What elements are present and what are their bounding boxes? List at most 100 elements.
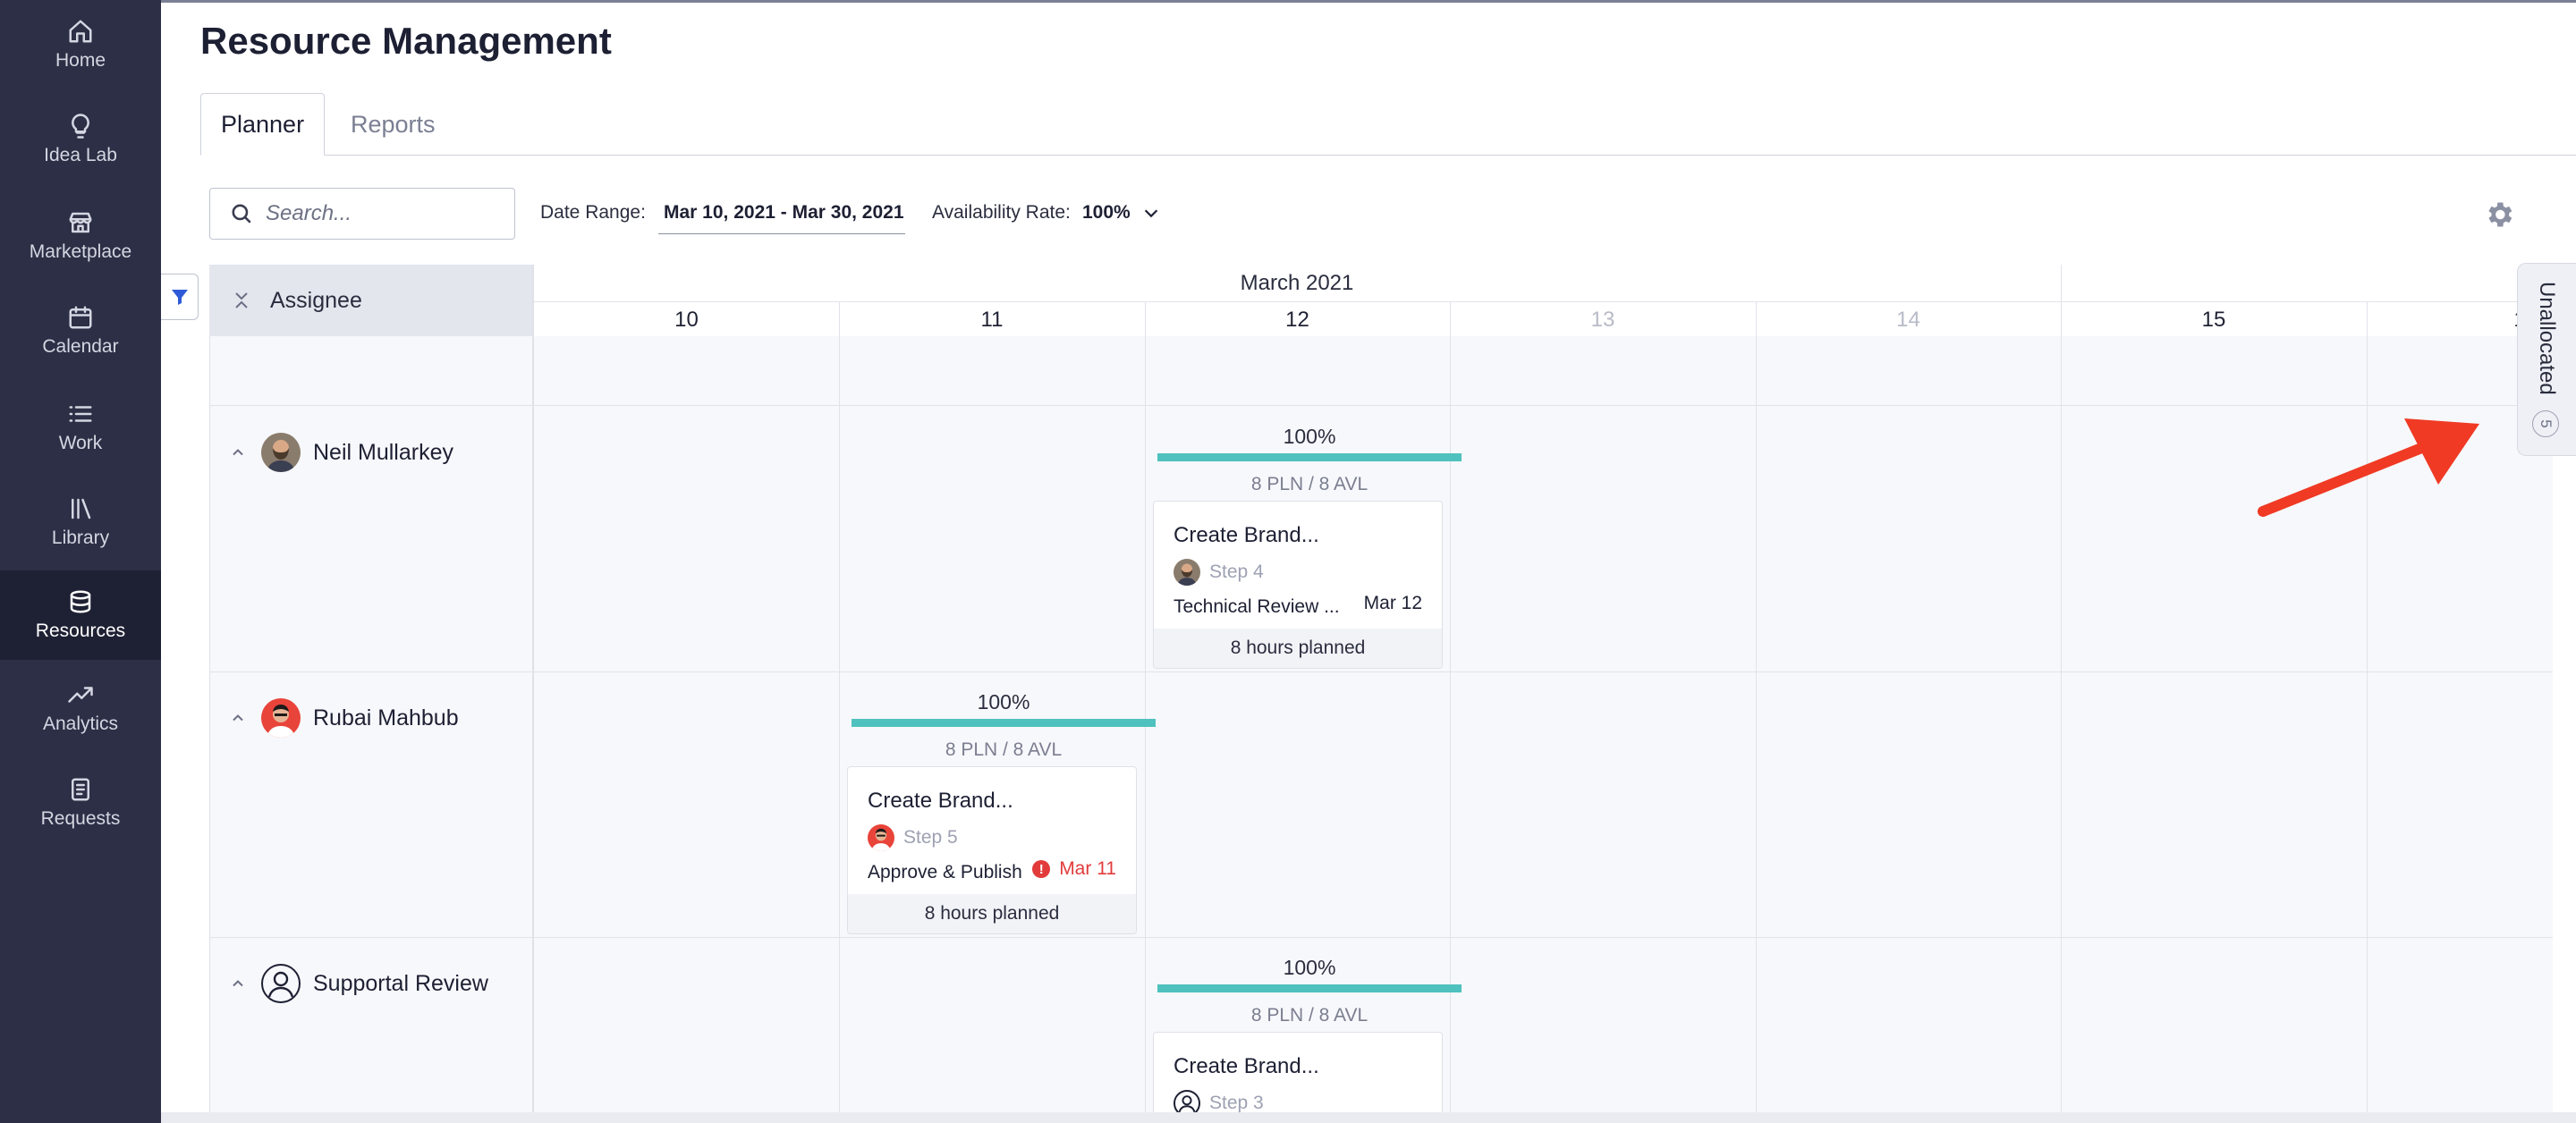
assignee-name: Rubai Mahbub (313, 705, 459, 730)
chevron-down-icon (1144, 209, 1157, 218)
day-header: 11 (980, 308, 1004, 332)
sidebar-item-requests[interactable]: Requests (0, 758, 161, 848)
allocation-bar-fill (852, 719, 1156, 727)
task-card-step-label: Step 3 (1209, 1093, 1264, 1113)
sidebar-item-library[interactable]: Library (0, 477, 161, 567)
row-divider (209, 671, 2553, 672)
home-icon (69, 20, 92, 43)
allocation-summary[interactable]: 100% 8 PLN / 8 AVL (1157, 954, 1462, 1026)
sidebar-item-home[interactable]: Home (0, 0, 161, 89)
window-top-border (0, 0, 2576, 3)
unallocated-drawer-tab[interactable]: Unallocated 5 (2517, 263, 2576, 456)
sidebar-item-work[interactable]: Work (0, 383, 161, 472)
gear-icon[interactable] (2483, 198, 2515, 231)
avatar (261, 698, 301, 738)
search-box[interactable] (209, 188, 515, 240)
sidebar-item-calendar[interactable]: Calendar (0, 286, 161, 376)
allocation-percent: 100% (1283, 956, 1336, 979)
allocation-bar (1157, 453, 1462, 461)
availability-rate-label: Availability Rate: (932, 202, 1071, 223)
column-divider (2061, 302, 2062, 1112)
sidebar-item-idea-lab[interactable]: Idea Lab (0, 95, 161, 184)
tab-divider (200, 155, 2576, 156)
assignee-row-header[interactable]: Rubai Mahbub (209, 691, 533, 745)
lightbulb-icon (72, 114, 89, 139)
day-header-row (534, 302, 2553, 336)
task-card[interactable]: Create Brand... Step 4 Technical Review … (1153, 501, 1443, 669)
assignee-name: Supportal Review (313, 970, 488, 996)
sidebar-item-resources[interactable]: Resources (0, 570, 161, 660)
tab-planner[interactable]: Planner (200, 93, 326, 156)
task-card[interactable]: Create Brand... Step 5 Approve & Publish… (847, 766, 1137, 934)
chevron-up-icon[interactable] (229, 975, 247, 992)
sidebar-item-analytics[interactable]: Analytics (0, 663, 161, 753)
date-range-label: Date Range: (540, 202, 646, 223)
filter-button[interactable] (161, 274, 199, 320)
chevron-up-icon[interactable] (229, 443, 247, 461)
database-icon (70, 590, 91, 613)
allocation-hours: 8 PLN / 8 AVL (945, 739, 1063, 760)
allocation-bar (852, 719, 1156, 727)
assignee-row-header[interactable]: Neil Mullarkey (209, 426, 533, 479)
sidebar-item-label: Idea Lab (44, 145, 117, 165)
availability-rate-dropdown[interactable]: 100% (1082, 202, 1161, 224)
sidebar-item-label: Work (58, 433, 103, 453)
search-icon (232, 204, 251, 224)
column-divider (839, 302, 840, 1112)
due-date-label: Mar 12 (1363, 593, 1422, 613)
tab-reports[interactable]: Reports (351, 110, 436, 138)
collapse-all-icon (235, 292, 248, 308)
allocation-hours: 8 PLN / 8 AVL (1250, 1005, 1368, 1026)
avatar (261, 433, 301, 472)
allocation-percent: 100% (1283, 425, 1336, 448)
horizontal-scrollbar[interactable] (161, 1112, 2576, 1123)
task-card-planned-hours: 8 hours planned (848, 894, 1136, 933)
overdue-warning-icon: ! (1032, 860, 1051, 878)
assignee-row-header[interactable]: Supportal Review (209, 957, 533, 1010)
allocation-summary[interactable]: 100% 8 PLN / 8 AVL (1157, 423, 1462, 495)
sidebar-item-label: Calendar (42, 336, 119, 357)
task-card-task-name: Approve & Publish (868, 862, 1022, 882)
assignee-column-header[interactable]: Assignee (209, 265, 533, 336)
column-divider (2367, 302, 2368, 1112)
task-card[interactable]: Create Brand... Step 3 (1153, 1032, 1443, 1118)
sidebar-item-label: Analytics (42, 713, 119, 734)
date-range-picker[interactable]: Mar 10, 2021 - Mar 30, 2021 (658, 191, 905, 234)
avatar (868, 824, 894, 851)
task-card-step-label: Step 4 (1209, 562, 1264, 582)
allocation-hours: 8 PLN / 8 AVL (1250, 474, 1368, 494)
filter-icon (171, 290, 188, 305)
task-card-step: Step 4 (1174, 559, 1264, 586)
calendar-icon (69, 306, 92, 329)
column-divider (1450, 302, 1451, 1112)
chevron-up-icon[interactable] (229, 709, 247, 727)
task-card-due-date: Mar 12 (1364, 593, 1422, 614)
document-icon (72, 778, 89, 801)
allocation-bar-fill (1157, 984, 1462, 992)
search-input[interactable] (266, 201, 498, 226)
allocation-summary[interactable]: 100% 8 PLN / 8 AVL (852, 688, 1156, 761)
task-card-title: Create Brand... (1174, 1054, 1319, 1078)
task-card-step-label: Step 5 (903, 827, 958, 848)
task-card-step: Step 3 (1174, 1090, 1264, 1117)
annotation-arrow-icon (2258, 418, 2479, 517)
sidebar-item-marketplace[interactable]: Marketplace (0, 191, 161, 281)
unallocated-count-badge: 5 (2532, 410, 2559, 437)
row-divider (209, 405, 2553, 406)
month-divider (2061, 265, 2062, 302)
task-card-task-name: Technical Review ... (1174, 596, 1340, 617)
row-divider (209, 937, 2553, 938)
task-card-due-date: ! Mar 11 (1032, 858, 1116, 880)
planner-grid (209, 265, 2553, 1112)
store-icon (69, 212, 92, 233)
task-card-step: Step 5 (868, 824, 958, 851)
sidebar-item-label: Marketplace (29, 241, 132, 262)
user-placeholder-icon (261, 964, 301, 1003)
assignee-column-divider (532, 265, 534, 1112)
sidebar-item-label: Library (51, 528, 110, 548)
allocation-bar-fill (1157, 453, 1462, 461)
task-card-title: Create Brand... (1174, 523, 1319, 547)
avatar (1174, 559, 1200, 586)
allocation-bar (1157, 984, 1462, 992)
list-icon (69, 406, 92, 422)
